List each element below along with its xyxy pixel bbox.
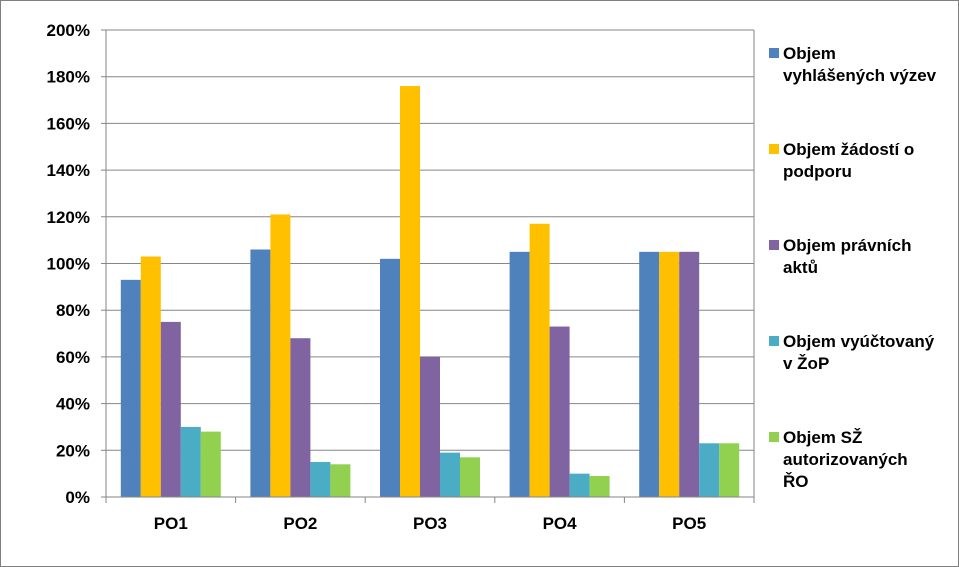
bar-po3-series-4 <box>440 452 460 497</box>
x-tick-labels: PO1 PO2 PO3 PO4 PO5 <box>154 514 706 533</box>
bar-po2-series-2 <box>270 214 291 497</box>
bar-po5-series-2 <box>659 251 680 497</box>
y-tick-label: 120% <box>47 208 90 227</box>
legend-label: Objem vyúčtovaný v ŽoP <box>783 332 935 373</box>
bar-po5-series-5 <box>719 443 740 497</box>
x-tick-label: PO5 <box>672 514 706 533</box>
legend-label: Objem SŽ autorizovaných ŘO <box>783 428 908 491</box>
y-tick-label: 20% <box>56 441 90 460</box>
bar-po4-series-2 <box>529 223 550 497</box>
y-tick-label: 60% <box>56 348 90 367</box>
legend-swatch <box>769 336 779 346</box>
bars <box>120 86 740 497</box>
legend-swatch <box>769 144 779 154</box>
legend-swatch <box>769 240 779 250</box>
bar-po4-series-3 <box>549 326 570 497</box>
y-tick-label: 140% <box>47 161 90 180</box>
x-tick-label: PO1 <box>154 514 188 533</box>
bar-po3-series-2 <box>400 86 420 497</box>
y-tick-label: 160% <box>47 114 90 133</box>
bar-po1-series-3 <box>160 321 181 497</box>
legend-label: Objem žádostí o podporu <box>783 140 914 181</box>
bar-po2-series-3 <box>290 338 311 497</box>
bar-po1-series-5 <box>200 431 221 497</box>
bar-po2-series-1 <box>250 249 271 497</box>
bar-po1-series-4 <box>180 426 201 497</box>
bar-po3-series-5 <box>460 457 480 497</box>
y-tick-label: 200% <box>47 21 90 40</box>
legend-label: Objem právních aktů <box>783 236 911 277</box>
legend-label: Objem vyhlášených výzev <box>783 44 937 85</box>
x-tick-label: PO3 <box>413 514 447 533</box>
y-tick-label: 100% <box>47 255 90 274</box>
bar-po1-series-1 <box>120 279 141 497</box>
bar-po1-series-2 <box>140 256 161 497</box>
bar-po5-series-4 <box>699 443 720 497</box>
bar-po5-series-3 <box>679 251 700 497</box>
axes <box>101 29 755 503</box>
y-tick-labels: 0% 20% 40% 60% 80% 100% 120% 140% 160% 180% 200% <box>47 21 90 507</box>
legend-swatch <box>769 48 779 58</box>
x-tick-label: PO2 <box>283 514 317 533</box>
legend: Objem vyhlášených výzev Objem žádostí o pod… <box>769 44 937 491</box>
bar-po4-series-4 <box>569 473 590 497</box>
bar-po2-series-4 <box>310 461 331 497</box>
bar-po4-series-5 <box>589 475 610 497</box>
bar-po2-series-5 <box>330 464 351 497</box>
bar-po5-series-1 <box>639 251 660 497</box>
bar-po3-series-3 <box>420 356 440 497</box>
legend-swatch <box>769 432 779 442</box>
x-tick-label: PO4 <box>543 514 578 533</box>
y-tick-label: 180% <box>47 68 90 87</box>
y-tick-label: 80% <box>56 301 90 320</box>
y-tick-label: 40% <box>56 395 90 414</box>
y-tick-label: 0% <box>65 488 90 507</box>
bar-po3-series-1 <box>380 258 400 497</box>
bar-po4-series-1 <box>509 251 530 497</box>
